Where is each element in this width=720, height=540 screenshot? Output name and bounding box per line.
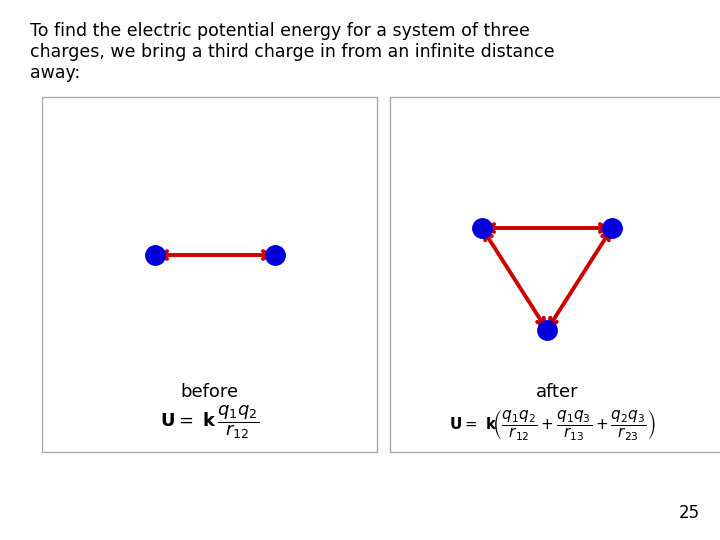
Bar [390, 97, 720, 452]
Text: $\mathbf{U} = \ \mathbf{k}\!\left(\dfrac{q_1 q_2}{r_{12}} + \dfrac{q_1 q_3}{r_{1: $\mathbf{U} = \ \mathbf{k}\!\left(\dfrac… [449, 407, 656, 442]
Text: after: after [536, 383, 579, 401]
Text: 25: 25 [679, 504, 700, 522]
Text: $\mathbf{U} = \ \mathbf{k}\,\dfrac{q_1 q_2}{r_{12}}$: $\mathbf{U} = \ \mathbf{k}\,\dfrac{q_1 q… [160, 403, 259, 441]
Text: To find the electric potential energy for a system of three
charges, we bring a : To find the electric potential energy fo… [30, 22, 554, 82]
Text: before: before [181, 383, 238, 401]
Bar [42, 97, 377, 452]
